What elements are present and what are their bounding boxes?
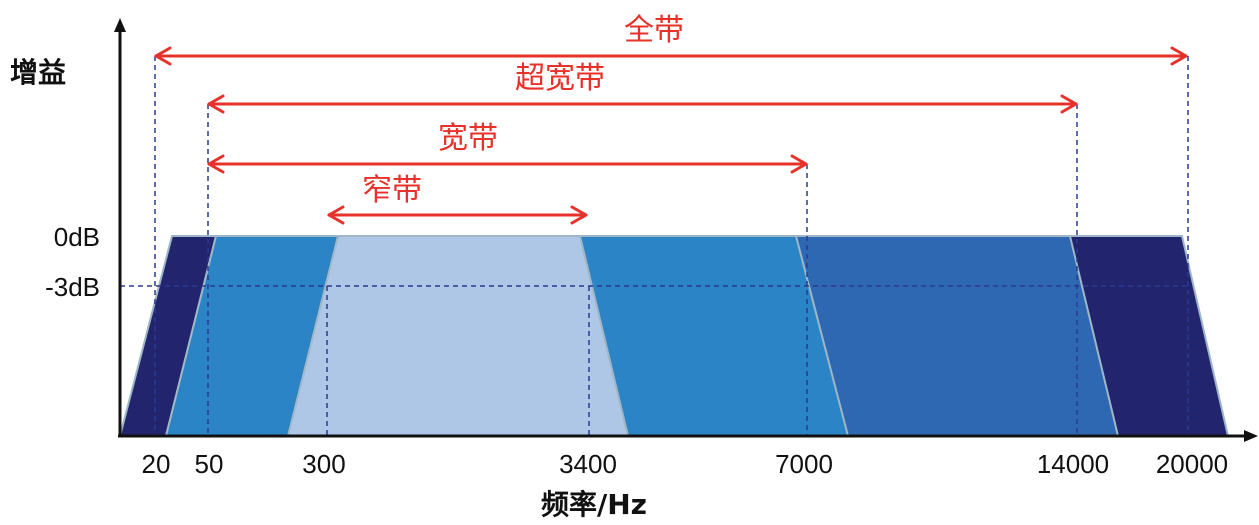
superwide-band-arrow	[207, 94, 1078, 114]
tick-label-14000: 14000	[1037, 449, 1109, 479]
y-axis-title: 增益	[10, 56, 66, 89]
level-0db-label: 0dB	[54, 222, 100, 252]
y-axis-arrowhead	[114, 18, 126, 32]
tick-label-20: 20	[142, 449, 171, 479]
x-axis-title: 频率/Hz	[541, 488, 647, 521]
tick-label-20000: 20000	[1156, 449, 1228, 479]
frequency-guides	[154, 56, 1189, 436]
tick-label-3400: 3400	[559, 449, 617, 479]
tick-label-300: 300	[302, 449, 345, 479]
x-axis-arrowhead	[1244, 430, 1258, 442]
wide-band-arrow	[207, 154, 808, 174]
narrow-band-label: 窄带	[362, 173, 422, 208]
level-minus3db-label: -3dB	[45, 272, 100, 302]
tick-label-7000: 7000	[775, 449, 833, 479]
fullband-label: 全带	[624, 13, 684, 48]
fullband-arrow	[154, 46, 1188, 66]
narrow-band-region	[286, 235, 630, 437]
narrow-band-arrow	[327, 205, 588, 225]
tick-label-50: 50	[195, 449, 224, 479]
superwide-band-label: 超宽带	[515, 61, 605, 96]
wide-band-label: 宽带	[438, 121, 498, 156]
